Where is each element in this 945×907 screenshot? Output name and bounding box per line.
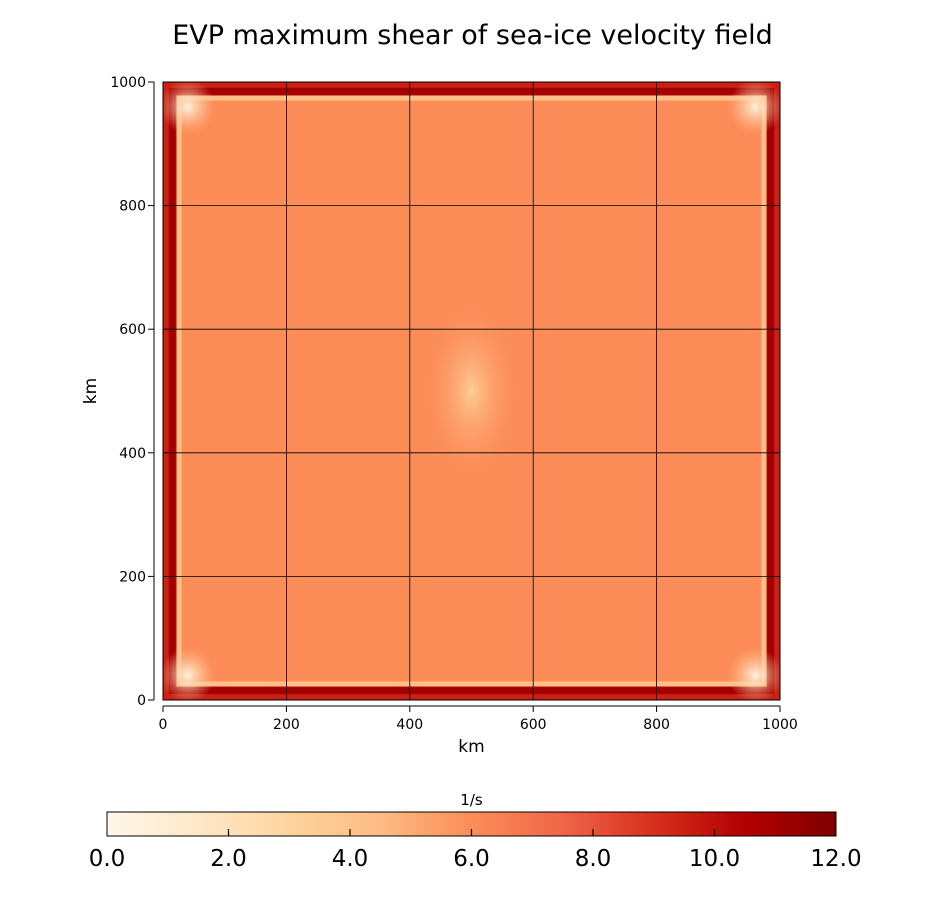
field-corner-low-bottom-right [727, 647, 780, 700]
y-axis: 0 200 400 600 800 1000 [110, 75, 155, 709]
x-tick-label-800: 800 [643, 717, 670, 733]
chart-title: EVP maximum shear of sea-ice velocity fi… [172, 20, 773, 51]
field-center-low [422, 298, 521, 484]
colorbar: 1/s 0.0 2.0 4.0 6.0 8.0 10.0 12.0 [89, 791, 862, 872]
colorbar-tick-label-5: 10.0 [689, 846, 740, 872]
y-tick-label-1000: 1000 [110, 75, 146, 91]
colorbar-tick-label-3: 6.0 [453, 846, 490, 872]
colorbar-tick-label-4: 8.0 [575, 846, 612, 872]
x-axis-label: km [458, 737, 484, 757]
colorbar-tick-label-0: 0.0 [89, 846, 126, 872]
colorbar-label: 1/s [460, 791, 483, 809]
x-tick-label-600: 600 [520, 717, 547, 733]
y-axis-label: km [81, 378, 101, 404]
field-corner-low-bottom-left [163, 647, 216, 700]
x-axis: 0 200 400 600 800 1000 [159, 705, 798, 733]
y-tick-label-0: 0 [137, 693, 146, 709]
colorbar-tick-label-2: 4.0 [332, 846, 369, 872]
x-tick-label-400: 400 [396, 717, 423, 733]
y-tick-label-800: 800 [119, 199, 146, 215]
x-tick-label-200: 200 [273, 717, 300, 733]
field-corner-low-top-right [727, 82, 780, 135]
y-tick-label-600: 600 [119, 322, 146, 338]
colorbar-tick-label-6: 12.0 [810, 846, 861, 872]
y-tick-label-200: 200 [119, 569, 146, 585]
x-tick-label-0: 0 [159, 717, 168, 733]
plot-frame [162, 81, 781, 701]
field-boundary-band [168, 87, 775, 695]
field-corner-low-top-left [163, 82, 216, 135]
x-tick-label-1000: 1000 [762, 717, 798, 733]
y-tick-label-400: 400 [119, 446, 146, 462]
colorbar-tick-label-1: 2.0 [210, 846, 247, 872]
plot-area [163, 82, 780, 700]
